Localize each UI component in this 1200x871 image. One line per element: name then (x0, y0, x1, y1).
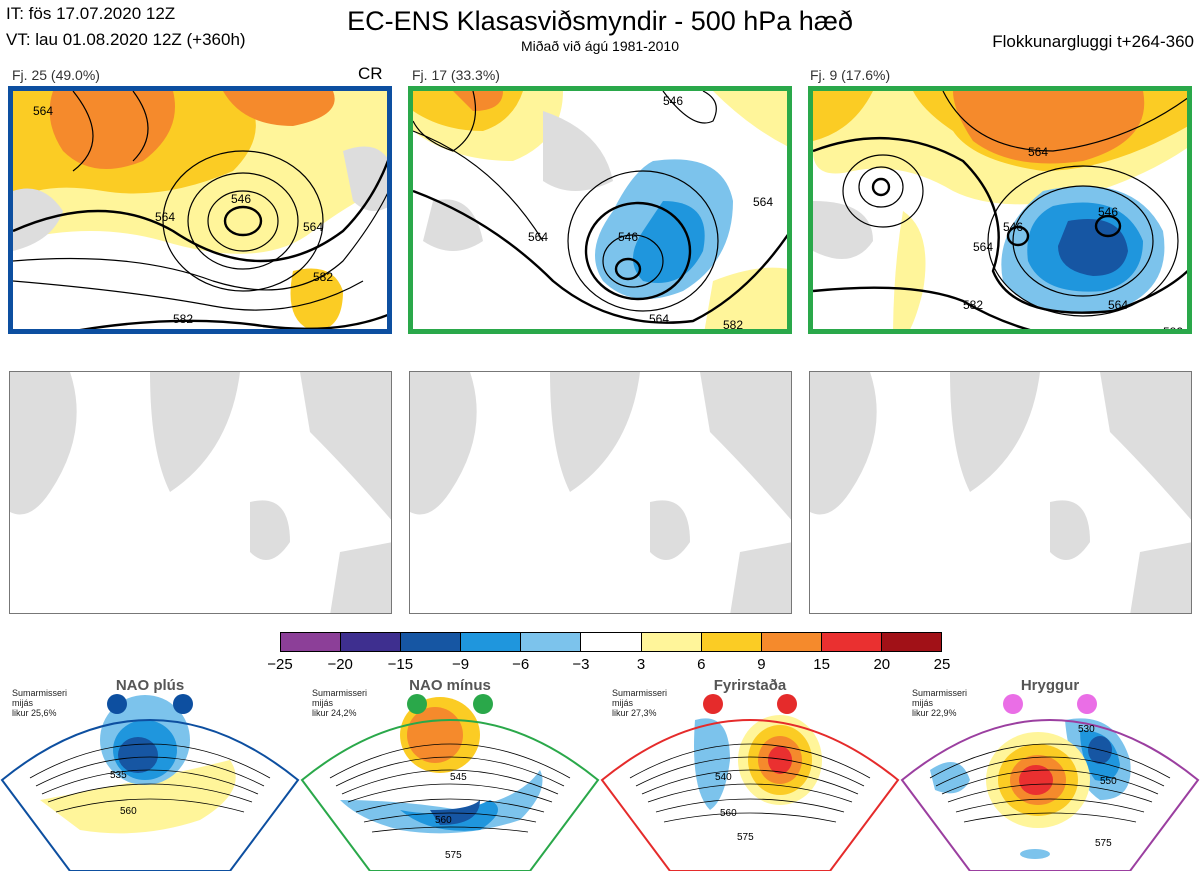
panel-1-contour-label: 564 (155, 210, 175, 224)
colorbar-tick: −15 (387, 656, 414, 673)
panel-2-contour-label: 564 (753, 195, 773, 209)
panel-3-contour-label: 546 (1098, 205, 1118, 219)
panel-2-contour-label: 564 (649, 312, 669, 326)
contour-label: 575 (737, 832, 754, 843)
panel-3-contour-label: 582 (1163, 325, 1183, 334)
valid-time: VT: lau 01.08.2020 12Z (+360h) (6, 30, 246, 49)
contour-label: 550 (1100, 776, 1117, 787)
colorbar-swatch (401, 633, 462, 651)
colorbar-tick: −9 (451, 656, 470, 673)
panel-1-label: Fj. 25 (49.0%) (12, 67, 100, 83)
cluster-map-3: 546 546 564 564 582 564 582 (808, 86, 1192, 334)
colorbar-tick: 20 (873, 656, 891, 673)
empty-map-2 (409, 371, 792, 614)
regime-note: Sumarmisseri mijás likur 25,6% (12, 688, 68, 718)
cluster-map-2: 546 564 564 564 546 582 (408, 86, 792, 334)
colorbar-tick: −25 (267, 656, 293, 673)
contour-label: 545 (450, 772, 467, 783)
colorbar-swatch (821, 633, 882, 651)
colorbar-swatch (701, 633, 762, 651)
panel-1-contour-label: 564 (33, 104, 53, 118)
panel-1-contour-label: 546 (231, 192, 251, 206)
empty-map-3 (809, 371, 1192, 614)
panel-1-tag: CR (358, 64, 383, 83)
page-title: EC-ENS Klasasviðsmyndir - 500 hPa hæð (347, 6, 853, 36)
panel-3-label: Fj. 9 (17.6%) (810, 67, 891, 83)
init-time: IT: fös 17.07.2020 12Z (6, 4, 176, 23)
colorbar-tick: −6 (512, 656, 530, 673)
colorbar-swatch (761, 633, 822, 651)
cluster-window: Flokkunargluggi t+264-360 (992, 32, 1194, 51)
panel-3-contour-label: 564 (973, 240, 993, 254)
regime-title: NAO mínus (409, 677, 491, 694)
regime-ridge: Hryggur Sumarmisseri mijás likur 22,9% 530… (900, 677, 1200, 871)
page-subtitle: Miðað við ágú 1981-2010 (520, 38, 679, 54)
panel-3-contour-label: 546 (1003, 220, 1023, 234)
regime-title: Fyrirstaða (713, 677, 787, 694)
panel-3-contour-label: 564 (1028, 145, 1048, 159)
contour-label: 575 (445, 850, 462, 861)
contour-label: 560 (435, 815, 452, 826)
regime-nao-minus: NAO mínus Sumarmisseri mijás likur 24,2% 5… (300, 677, 600, 871)
regime-note: Sumarmisseri mijás likur 22,9% (912, 688, 968, 718)
regime-note: Sumarmisseri mijás likur 24,2% (312, 688, 368, 718)
colorbar-tick: 3 (636, 656, 646, 673)
anomaly-colorbar (280, 632, 942, 652)
colorbar-tick: 25 (933, 656, 951, 673)
panel-1-contour-label: 582 (313, 270, 333, 284)
regime-note: Sumarmisseri mijás likur 27,3% (612, 688, 668, 718)
contour-label: 560 (120, 806, 137, 817)
panel-1-contour-label: 564 (303, 220, 323, 234)
colorbar-swatch (521, 633, 582, 651)
colorbar-tick: −3 (572, 656, 590, 673)
cluster-map-1: 546 564 564 582 582 564 (8, 86, 392, 334)
contour-label: 575 (1095, 838, 1112, 849)
panel-2-contour-label: 546 (618, 230, 638, 244)
regime-title: NAO plús (115, 677, 185, 694)
panel-2-contour-label: 546 (663, 94, 683, 108)
colorbar-swatch (281, 633, 342, 651)
colorbar-swatch (881, 633, 942, 651)
panel-3-contour-label: 564 (1108, 298, 1128, 312)
panel-1-contour-label: 582 (173, 312, 193, 326)
colorbar-swatch (581, 633, 642, 651)
colorbar-tick: 9 (757, 656, 766, 673)
contour-label: 535 (110, 770, 127, 781)
colorbar-swatch (341, 633, 402, 651)
regime-title: Hryggur (1020, 677, 1080, 694)
colorbar-tick: 15 (813, 656, 830, 673)
panel-2-contour-label: 582 (723, 318, 743, 332)
colorbar-swatch (461, 633, 522, 651)
contour-label: 530 (1078, 724, 1095, 735)
colorbar-swatch (641, 633, 702, 651)
panel-2-label: Fj. 17 (33.3%) (412, 67, 500, 83)
colorbar-tick: −20 (327, 656, 353, 673)
contour-label: 560 (720, 808, 737, 819)
contour-label: 540 (715, 772, 732, 783)
panel-2-contour-label: 564 (528, 230, 548, 244)
regime-blocking: Fyrirstaða Sumarmisseri mijás likur 27,3% … (600, 677, 900, 871)
regime-nao-plus: NAO plús Sumarmisseri mijás likur 25,6% 53… (0, 677, 300, 871)
colorbar-tick: 6 (697, 656, 706, 673)
empty-map-1 (9, 371, 392, 614)
panel-3-contour-label: 582 (963, 298, 983, 312)
